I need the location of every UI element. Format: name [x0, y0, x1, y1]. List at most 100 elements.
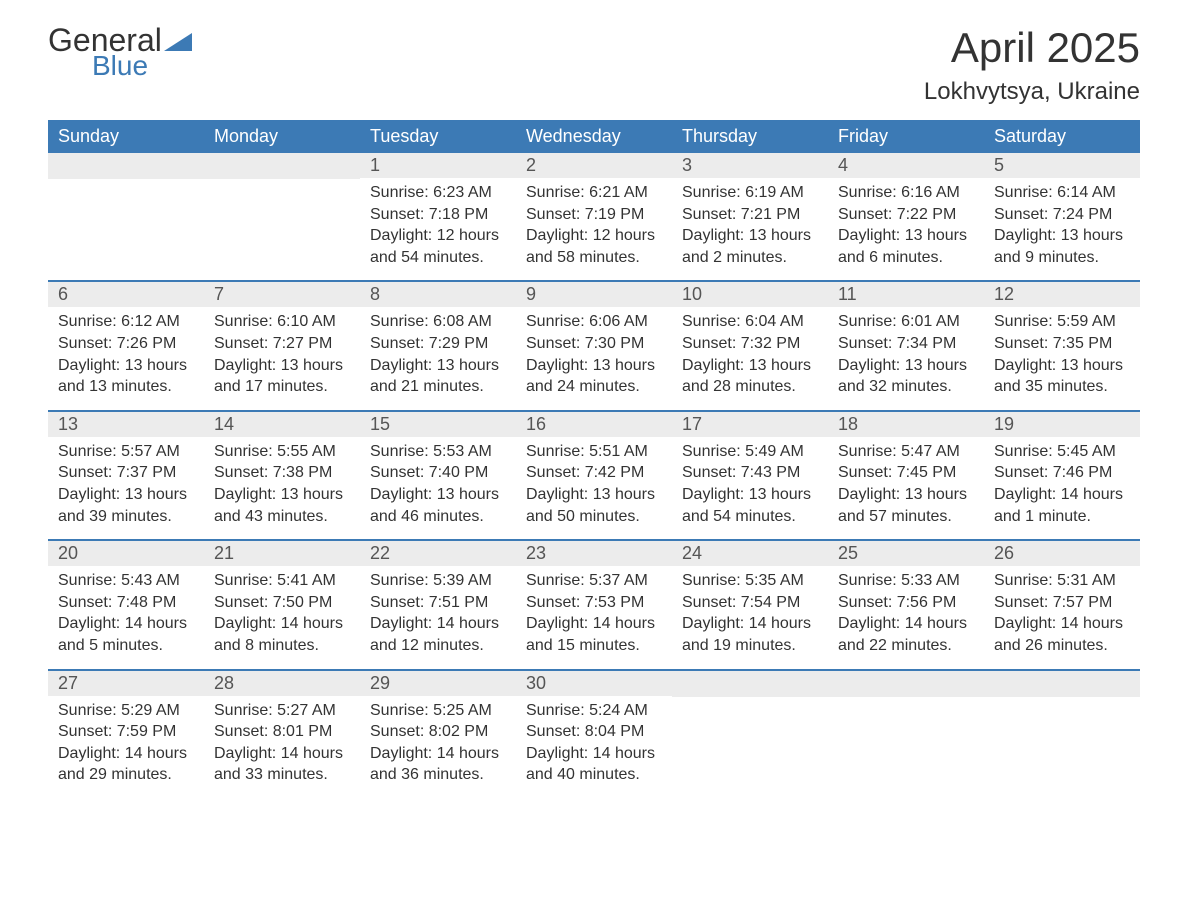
date-number: [828, 671, 984, 697]
title-block: April 2025 Lokhvytsya, Ukraine: [924, 24, 1140, 106]
sunrise-text: Sunrise: 6:08 AM: [370, 311, 506, 333]
date-number: 4: [828, 153, 984, 178]
day-cell: 3Sunrise: 6:19 AMSunset: 7:21 PMDaylight…: [672, 153, 828, 280]
day-cell: 11Sunrise: 6:01 AMSunset: 7:34 PMDayligh…: [828, 282, 984, 409]
date-number: 30: [516, 671, 672, 696]
date-number: 11: [828, 282, 984, 307]
date-number: 20: [48, 541, 204, 566]
sunrise-text: Sunrise: 6:23 AM: [370, 182, 506, 204]
sunset-text: Sunset: 7:22 PM: [838, 204, 974, 226]
date-number: [48, 153, 204, 179]
date-number: 6: [48, 282, 204, 307]
daylight-text: Daylight: 13 hours and 9 minutes.: [994, 225, 1130, 268]
daylight-text: Daylight: 14 hours and 5 minutes.: [58, 613, 194, 656]
day-header-monday: Monday: [204, 120, 360, 153]
daylight-text: Daylight: 14 hours and 29 minutes.: [58, 743, 194, 786]
day-cell: 1Sunrise: 6:23 AMSunset: 7:18 PMDaylight…: [360, 153, 516, 280]
day-cell: 9Sunrise: 6:06 AMSunset: 7:30 PMDaylight…: [516, 282, 672, 409]
date-number: 22: [360, 541, 516, 566]
day-body: Sunrise: 5:24 AMSunset: 8:04 PMDaylight:…: [516, 696, 672, 798]
day-cell: 14Sunrise: 5:55 AMSunset: 7:38 PMDayligh…: [204, 412, 360, 539]
day-cell: 30Sunrise: 5:24 AMSunset: 8:04 PMDayligh…: [516, 671, 672, 798]
daylight-text: Daylight: 13 hours and 21 minutes.: [370, 355, 506, 398]
sunset-text: Sunset: 7:34 PM: [838, 333, 974, 355]
daylight-text: Daylight: 12 hours and 58 minutes.: [526, 225, 662, 268]
day-cell: 25Sunrise: 5:33 AMSunset: 7:56 PMDayligh…: [828, 541, 984, 668]
sunrise-text: Sunrise: 5:59 AM: [994, 311, 1130, 333]
day-body: Sunrise: 5:47 AMSunset: 7:45 PMDaylight:…: [828, 437, 984, 539]
day-body: Sunrise: 5:31 AMSunset: 7:57 PMDaylight:…: [984, 566, 1140, 668]
daylight-text: Daylight: 13 hours and 13 minutes.: [58, 355, 194, 398]
sunset-text: Sunset: 7:21 PM: [682, 204, 818, 226]
sunrise-text: Sunrise: 5:51 AM: [526, 441, 662, 463]
date-number: 17: [672, 412, 828, 437]
daylight-text: Daylight: 14 hours and 22 minutes.: [838, 613, 974, 656]
day-body: Sunrise: 5:49 AMSunset: 7:43 PMDaylight:…: [672, 437, 828, 539]
daylight-text: Daylight: 13 hours and 43 minutes.: [214, 484, 350, 527]
day-body: Sunrise: 5:41 AMSunset: 7:50 PMDaylight:…: [204, 566, 360, 668]
sunrise-text: Sunrise: 6:12 AM: [58, 311, 194, 333]
sunrise-text: Sunrise: 5:39 AM: [370, 570, 506, 592]
day-header-thursday: Thursday: [672, 120, 828, 153]
day-cell: 22Sunrise: 5:39 AMSunset: 7:51 PMDayligh…: [360, 541, 516, 668]
daylight-text: Daylight: 13 hours and 6 minutes.: [838, 225, 974, 268]
header: General Blue April 2025 Lokhvytsya, Ukra…: [48, 24, 1140, 106]
day-header-saturday: Saturday: [984, 120, 1140, 153]
day-header-sunday: Sunday: [48, 120, 204, 153]
daylight-text: Daylight: 13 hours and 46 minutes.: [370, 484, 506, 527]
date-number: 28: [204, 671, 360, 696]
day-headers-row: Sunday Monday Tuesday Wednesday Thursday…: [48, 120, 1140, 153]
sunrise-text: Sunrise: 6:19 AM: [682, 182, 818, 204]
day-body: Sunrise: 6:21 AMSunset: 7:19 PMDaylight:…: [516, 178, 672, 280]
sunrise-text: Sunrise: 6:14 AM: [994, 182, 1130, 204]
daylight-text: Daylight: 13 hours and 35 minutes.: [994, 355, 1130, 398]
day-cell: 26Sunrise: 5:31 AMSunset: 7:57 PMDayligh…: [984, 541, 1140, 668]
daylight-text: Daylight: 13 hours and 54 minutes.: [682, 484, 818, 527]
day-cell: 2Sunrise: 6:21 AMSunset: 7:19 PMDaylight…: [516, 153, 672, 280]
date-number: 10: [672, 282, 828, 307]
date-number: 7: [204, 282, 360, 307]
day-cell: [204, 153, 360, 280]
daylight-text: Daylight: 13 hours and 28 minutes.: [682, 355, 818, 398]
sunset-text: Sunset: 7:50 PM: [214, 592, 350, 614]
sunrise-text: Sunrise: 6:16 AM: [838, 182, 974, 204]
logo: General Blue: [48, 24, 192, 82]
day-body: Sunrise: 5:45 AMSunset: 7:46 PMDaylight:…: [984, 437, 1140, 539]
daylight-text: Daylight: 14 hours and 36 minutes.: [370, 743, 506, 786]
sunset-text: Sunset: 8:02 PM: [370, 721, 506, 743]
week-row: 1Sunrise: 6:23 AMSunset: 7:18 PMDaylight…: [48, 153, 1140, 280]
day-body: Sunrise: 6:04 AMSunset: 7:32 PMDaylight:…: [672, 307, 828, 409]
sunset-text: Sunset: 7:53 PM: [526, 592, 662, 614]
day-cell: 24Sunrise: 5:35 AMSunset: 7:54 PMDayligh…: [672, 541, 828, 668]
sunset-text: Sunset: 7:56 PM: [838, 592, 974, 614]
sunset-text: Sunset: 7:51 PM: [370, 592, 506, 614]
day-cell: 17Sunrise: 5:49 AMSunset: 7:43 PMDayligh…: [672, 412, 828, 539]
sunrise-text: Sunrise: 5:55 AM: [214, 441, 350, 463]
date-number: 19: [984, 412, 1140, 437]
daylight-text: Daylight: 14 hours and 19 minutes.: [682, 613, 818, 656]
sunset-text: Sunset: 7:29 PM: [370, 333, 506, 355]
sunrise-text: Sunrise: 5:37 AM: [526, 570, 662, 592]
sunset-text: Sunset: 8:01 PM: [214, 721, 350, 743]
day-header-wednesday: Wednesday: [516, 120, 672, 153]
daylight-text: Daylight: 14 hours and 40 minutes.: [526, 743, 662, 786]
day-body: Sunrise: 5:27 AMSunset: 8:01 PMDaylight:…: [204, 696, 360, 798]
sunrise-text: Sunrise: 5:53 AM: [370, 441, 506, 463]
day-header-friday: Friday: [828, 120, 984, 153]
day-cell: 18Sunrise: 5:47 AMSunset: 7:45 PMDayligh…: [828, 412, 984, 539]
sunset-text: Sunset: 7:24 PM: [994, 204, 1130, 226]
sunrise-text: Sunrise: 5:57 AM: [58, 441, 194, 463]
day-cell: [48, 153, 204, 280]
date-number: 2: [516, 153, 672, 178]
date-number: 23: [516, 541, 672, 566]
sunrise-text: Sunrise: 6:04 AM: [682, 311, 818, 333]
day-body: Sunrise: 5:55 AMSunset: 7:38 PMDaylight:…: [204, 437, 360, 539]
day-body: Sunrise: 6:23 AMSunset: 7:18 PMDaylight:…: [360, 178, 516, 280]
day-cell: 10Sunrise: 6:04 AMSunset: 7:32 PMDayligh…: [672, 282, 828, 409]
date-number: 21: [204, 541, 360, 566]
date-number: 13: [48, 412, 204, 437]
day-cell: 13Sunrise: 5:57 AMSunset: 7:37 PMDayligh…: [48, 412, 204, 539]
date-number: 25: [828, 541, 984, 566]
sunrise-text: Sunrise: 5:45 AM: [994, 441, 1130, 463]
sunset-text: Sunset: 7:45 PM: [838, 462, 974, 484]
